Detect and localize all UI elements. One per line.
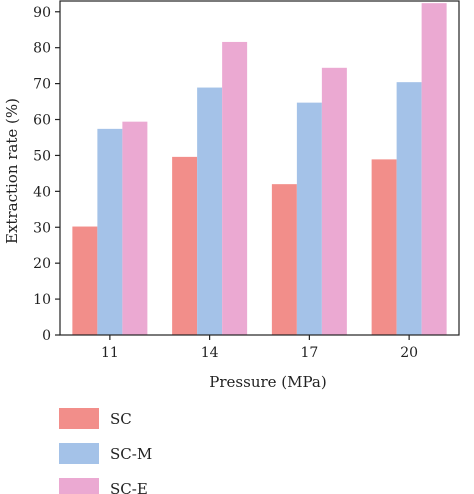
x-tick-label-14: 14 bbox=[201, 345, 219, 361]
y-tick-label-10: 10 bbox=[33, 292, 51, 308]
y-tick-label-70: 70 bbox=[33, 77, 51, 93]
legend-swatch-sc bbox=[59, 408, 99, 429]
legend-swatch-sc-m bbox=[59, 443, 99, 464]
bar-sc-m-17 bbox=[296, 102, 322, 335]
y-tick-label-50: 50 bbox=[33, 148, 51, 164]
x-axis-title: Pressure (MPa) bbox=[209, 373, 326, 391]
bar-sc-e-17 bbox=[321, 67, 347, 336]
plot-frame bbox=[59, 0, 460, 336]
y-tick-label-20: 20 bbox=[33, 256, 51, 272]
bar-sc-e-11 bbox=[122, 121, 148, 336]
y-axis-title: Extraction rate (%) bbox=[3, 98, 21, 244]
bar-sc-m-11 bbox=[97, 128, 123, 335]
y-tick-label-90: 90 bbox=[33, 5, 51, 21]
bar-sc-11 bbox=[72, 226, 98, 335]
y-tick-label-0: 0 bbox=[42, 328, 51, 344]
y-tick-label-60: 60 bbox=[33, 113, 51, 129]
x-tick-label-11: 11 bbox=[101, 345, 119, 361]
bar-sc-20 bbox=[371, 159, 397, 335]
y-tick-label-40: 40 bbox=[33, 184, 51, 200]
bar-sc-m-14 bbox=[197, 87, 223, 335]
legend-label-sc-e: SC-E bbox=[110, 480, 148, 494]
legend: SC SC-M SC-E bbox=[59, 408, 152, 494]
y-tick-label-80: 80 bbox=[33, 41, 51, 57]
bars-group bbox=[72, 3, 447, 336]
x-tick-label-17: 17 bbox=[300, 345, 318, 361]
legend-label-sc-m: SC-M bbox=[110, 445, 152, 463]
legend-label-sc: SC bbox=[110, 410, 132, 428]
bar-sc-e-20 bbox=[421, 3, 447, 335]
bar-sc-m-20 bbox=[396, 82, 422, 335]
bar-sc-17 bbox=[271, 184, 297, 335]
y-tick-label-30: 30 bbox=[33, 220, 51, 236]
bar-sc-14 bbox=[172, 156, 198, 335]
bar-sc-e-14 bbox=[222, 41, 248, 336]
axes-group: 0 10 20 30 40 50 60 70 80 90 11 14 17 20 bbox=[33, 0, 460, 361]
legend-swatch-sc-e bbox=[59, 478, 99, 494]
x-tick-label-20: 20 bbox=[400, 345, 418, 361]
